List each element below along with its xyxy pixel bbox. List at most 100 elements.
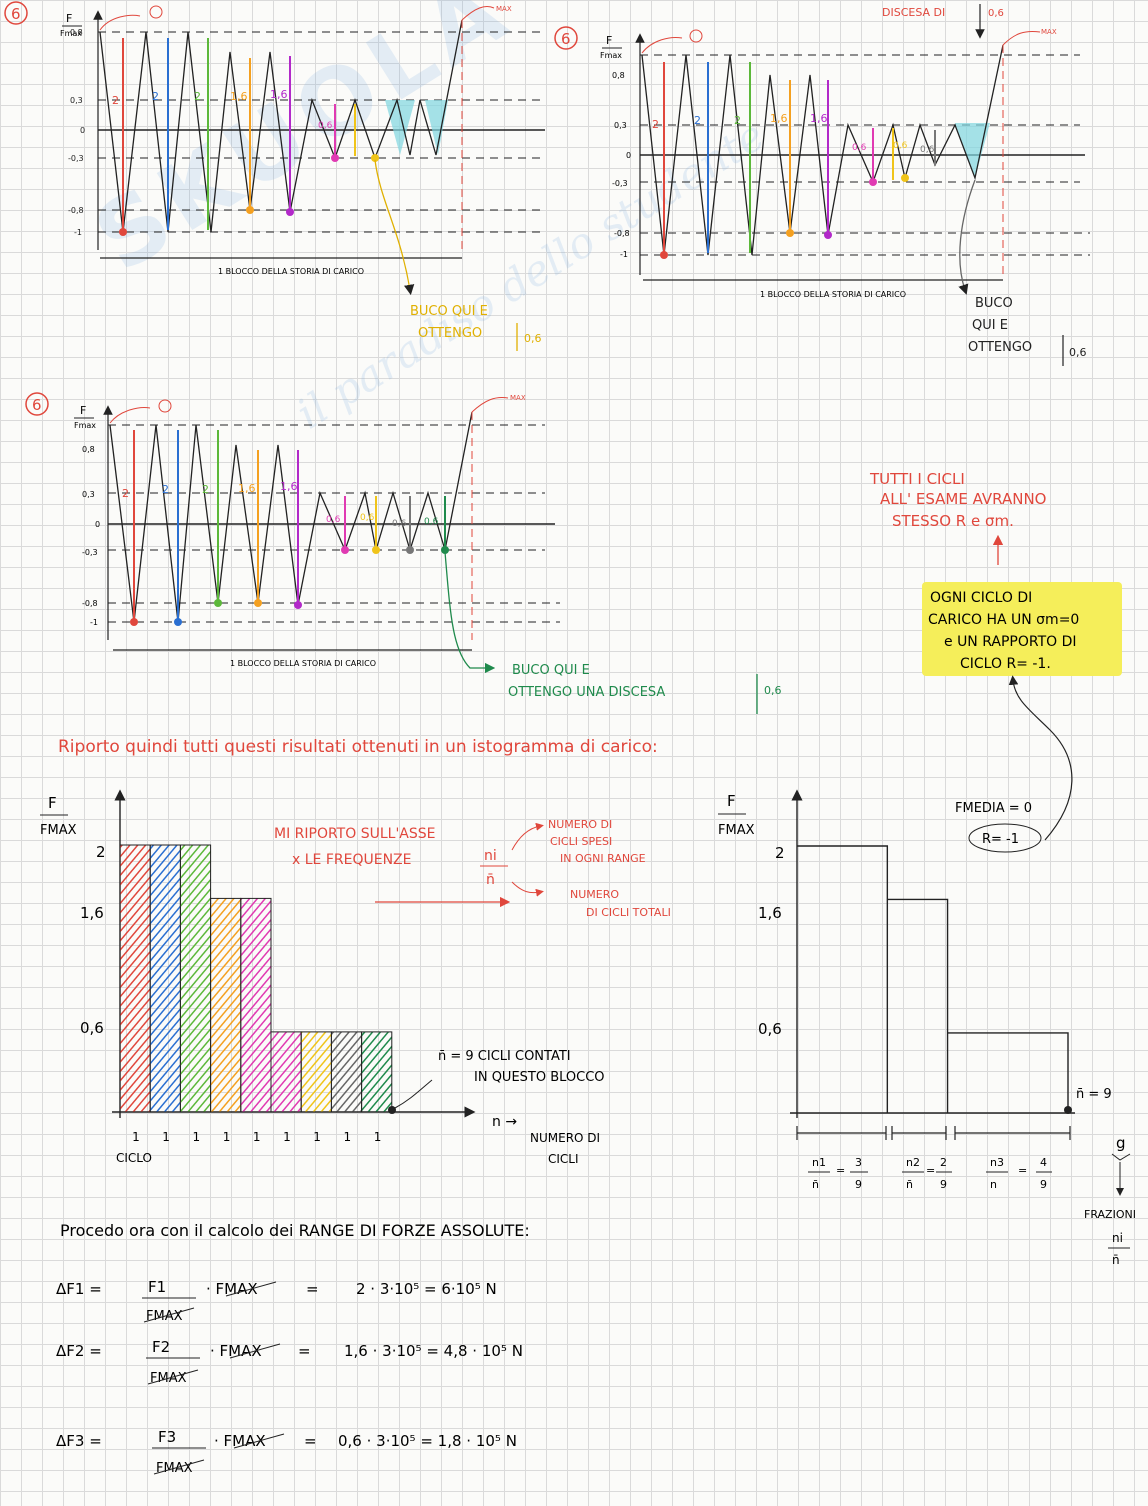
y-axis-label: F	[80, 404, 86, 417]
r-label: R= -1	[982, 832, 1019, 847]
x-axis-label: n →	[492, 1114, 517, 1130]
x-axis-caption: CICLI	[548, 1152, 579, 1166]
y-axis-sub: FMAX	[718, 823, 755, 838]
bar-count-label: 1	[132, 1130, 140, 1144]
y-tick: -0,3	[68, 154, 84, 163]
y-tick: -1	[90, 618, 98, 627]
histogram-right: F FMAX 2 1,6 0,6 n̄ = 9 FMEDIA = 0 R= -1…	[718, 789, 1136, 1267]
fraction-value-num: 2	[940, 1156, 947, 1169]
side-note: TUTTI I CICLI ALL' ESAME AVRANNO STESSO …	[869, 470, 1122, 841]
y-tick: 1,6	[758, 904, 782, 922]
equation-1: ΔF1 = F1 FMAX · FMAX = 2 · 3·10⁵ = 6·10⁵…	[56, 1278, 497, 1324]
freq-num-note: CICLI SPESI	[550, 835, 612, 848]
y-tick: 0,3	[70, 96, 83, 105]
mean-label: FMEDIA = 0	[955, 801, 1032, 816]
y-axis-label: F	[66, 12, 72, 25]
x-axis-label: 1 BLOCCO DELLA STORIA DI CARICO	[230, 659, 376, 668]
histogram-bar	[149, 844, 181, 1113]
note-line: OTTENGO	[968, 340, 1032, 355]
result-line: ALL' ESAME AVRANNO	[880, 490, 1046, 508]
y-tick: 0,8	[612, 71, 625, 80]
x-axis-caption: NUMERO DI	[530, 1131, 600, 1145]
y-tick: -1	[620, 250, 628, 259]
max-tag: MAX	[496, 5, 512, 13]
bar-count-label: 1	[223, 1130, 231, 1144]
eq-equals: =	[306, 1280, 319, 1298]
eq-lhs: ΔF1 =	[56, 1280, 102, 1298]
range-label: 0,6	[424, 517, 439, 527]
y-axis-label: F	[606, 34, 612, 47]
eq-mult: · FMAX	[214, 1432, 266, 1450]
y-tick: 0,6	[80, 1019, 104, 1037]
y-tick: -0,3	[612, 179, 628, 188]
range-label: 2	[652, 118, 659, 131]
range-label: 2	[162, 483, 169, 496]
note-line: MI RIPORTO SULL'ASSE	[274, 826, 436, 842]
histogram-bar	[119, 844, 151, 1113]
histogram-bar	[210, 897, 242, 1113]
y-tick: 0,8	[70, 28, 83, 37]
y-tick: 2	[775, 844, 785, 862]
highlight-line: e UN RAPPORTO DI	[944, 634, 1077, 650]
y-tick: -0,8	[614, 229, 630, 238]
y-axis-sub: Fmax	[60, 29, 82, 38]
fraction-num: n2	[906, 1156, 920, 1169]
procedure-title: Procedo ora con il calcolo dei RANGE DI …	[60, 1221, 530, 1240]
load-chart-2: 6 F Fmax 0,8 0,3 0 -0,3 -0,8 -1 MAX	[554, 4, 1090, 366]
section-title: Riporto quindi tutti questi risultati ot…	[58, 737, 658, 757]
total-label: IN QUESTO BLOCCO	[474, 1070, 605, 1085]
highlight-line: OGNI CICLO DI	[930, 590, 1032, 606]
load-chart-3: 6 F Fmax 0,8 0,3 0 -0,3 -0,8 -1 MAX	[25, 392, 782, 714]
fraction-value-num: 4	[1040, 1156, 1047, 1169]
note-value: 0,6	[764, 684, 782, 697]
freq-num-note: NUMERO DI	[548, 818, 612, 831]
range-label: 2	[202, 483, 209, 496]
x-axis-label: 1 BLOCCO DELLA STORIA DI CARICO	[760, 290, 906, 299]
note-value: 0,6	[524, 332, 542, 345]
range-label: 0,6	[360, 513, 375, 523]
y-tick: 0,8	[82, 445, 95, 454]
range-label: 2	[122, 487, 129, 500]
range-label: 1,6	[770, 112, 788, 125]
fraction-value-den: 9	[940, 1178, 947, 1191]
range-label: 1,6	[280, 480, 298, 493]
histogram-bar	[179, 844, 212, 1113]
svg-text:=: =	[836, 1164, 845, 1177]
step-label: 6	[32, 396, 42, 414]
total-label: n̄ = 9 CICLI CONTATI	[438, 1049, 571, 1064]
bar-count-label: 1	[374, 1130, 382, 1144]
histogram-bar	[361, 1031, 393, 1113]
histogram-bar	[887, 898, 949, 1113]
fraction-den: n̄	[906, 1178, 913, 1191]
top-note-value: 0,6	[988, 8, 1004, 19]
bar-count-label: 1	[313, 1130, 321, 1144]
bar-count-label: 1	[253, 1130, 261, 1144]
range-label: 1,6	[230, 90, 248, 103]
range-label: 0,6	[392, 519, 407, 529]
freq-den-note: NUMERO	[570, 888, 619, 901]
y-axis-label: F	[727, 792, 736, 810]
result-line: STESSO R e σm.	[892, 512, 1014, 530]
step-circle	[4, 1, 28, 25]
eq-mult: · FMAX	[210, 1342, 262, 1360]
note-line: BUCO	[975, 296, 1013, 311]
y-tick: 0,6	[758, 1020, 782, 1038]
y-tick: 0	[95, 520, 100, 529]
fraction-value-den: 9	[1040, 1178, 1047, 1191]
histogram-bar	[330, 1031, 363, 1113]
note-line: OTTENGO UNA DISCESA	[508, 685, 665, 700]
y-axis-label: F	[48, 794, 57, 812]
freq-num: ni	[484, 848, 497, 864]
histogram-bar	[240, 897, 272, 1113]
eq-rhs: 0,6 · 3·10⁵ = 1,8 · 10⁵ N	[338, 1432, 517, 1450]
y-tick: -0,8	[68, 206, 84, 215]
equation-2: ΔF2 = F2 FMAX · FMAX = 1,6 · 3·10⁵ = 4,8…	[56, 1338, 523, 1386]
range-label: 2	[152, 90, 159, 103]
highlight-line: CARICO HA UN σm=0	[928, 612, 1079, 628]
eq-rhs: 1,6 · 3·10⁵ = 4,8 · 10⁵ N	[344, 1342, 523, 1360]
range-label: 2	[112, 94, 119, 107]
y-tick: 0	[80, 126, 85, 135]
freq-num-note: IN OGNI RANGE	[560, 852, 646, 865]
range-label: 0,6	[920, 145, 935, 155]
